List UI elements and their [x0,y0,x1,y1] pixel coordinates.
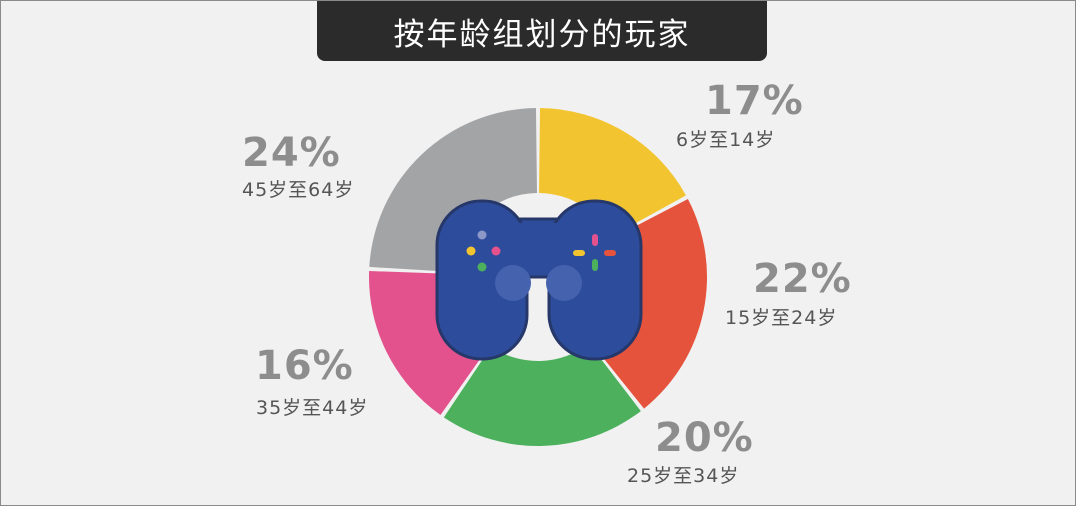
slice-label-6-14: 6岁至14岁 [676,129,776,151]
donut-slice-45-64 [369,108,537,272]
donut-slice-6-14 [539,108,686,237]
slice-value-15-24: 22% [753,256,852,302]
slice-value-35-44: 16% [255,343,354,389]
slice-label-15-24: 15岁至24岁 [725,307,838,329]
slice-value-6-14: 17% [705,78,804,124]
donut-slice-25-34 [443,343,641,446]
slice-label-45-64: 45岁至64岁 [242,179,355,201]
chart-title: 按年龄组划分的玩家 [393,16,691,53]
slice-label-35-44: 35岁至44岁 [256,397,369,419]
title-bar: 按年龄组划分的玩家 [317,1,767,61]
gamepad-icon [435,199,643,361]
slice-label-25-34: 25岁至34岁 [627,465,740,487]
slice-value-45-64: 24% [242,130,341,176]
slice-value-25-34: 20% [655,415,754,461]
